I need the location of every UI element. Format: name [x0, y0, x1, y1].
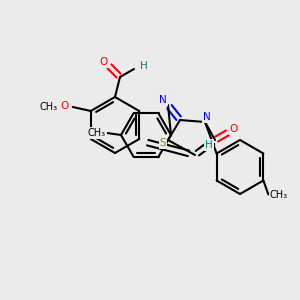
Text: CH₃: CH₃ — [269, 190, 287, 200]
Text: O: O — [99, 57, 107, 67]
Text: CH₃: CH₃ — [40, 102, 58, 112]
Text: N: N — [159, 95, 167, 105]
Text: O: O — [230, 124, 238, 134]
Text: O: O — [61, 101, 69, 111]
Text: S: S — [160, 138, 166, 148]
Text: CH₃: CH₃ — [88, 128, 106, 138]
Text: N: N — [203, 112, 211, 122]
Text: H: H — [140, 61, 148, 71]
Text: H: H — [205, 140, 213, 150]
